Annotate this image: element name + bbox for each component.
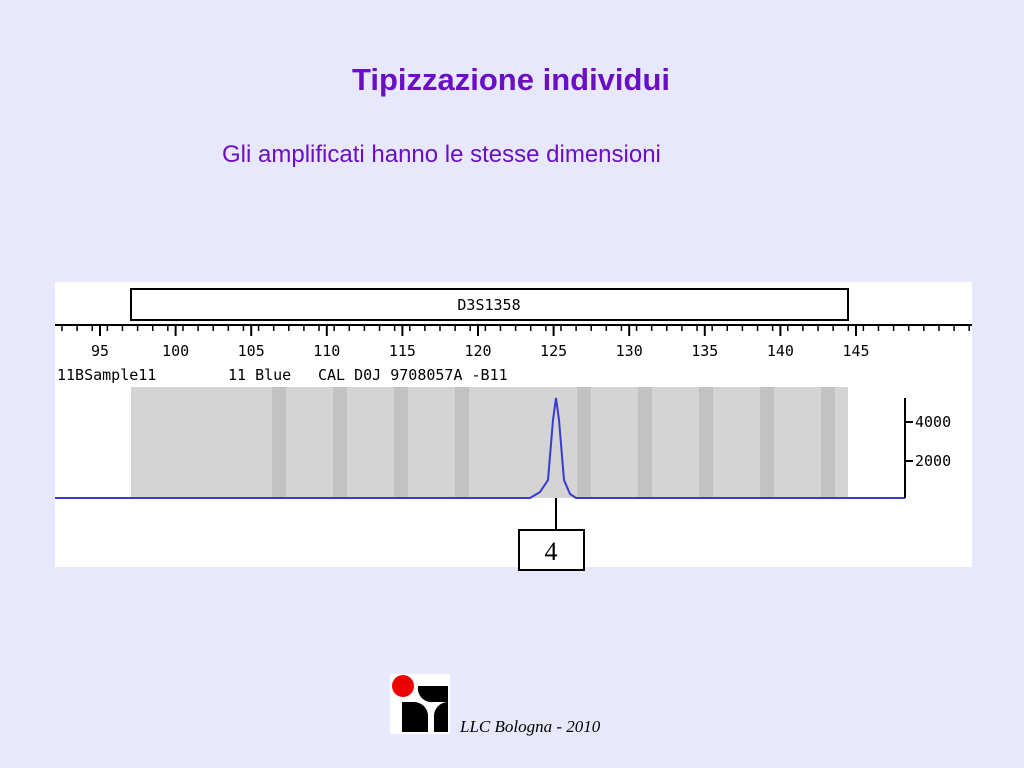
y-tick-label: 4000: [915, 413, 951, 431]
x-tick-label: 145: [842, 342, 869, 360]
bin-area: [131, 387, 848, 498]
y-tick-label: 2000: [915, 452, 951, 470]
electropherogram: D3S1358 4: [55, 282, 972, 571]
x-tick-label: 100: [162, 342, 189, 360]
x-tick-label: 120: [464, 342, 491, 360]
x-tick-label: 135: [691, 342, 718, 360]
marker-box: [130, 288, 849, 321]
x-tick-label: 130: [616, 342, 643, 360]
logo: [390, 674, 450, 734]
sample-info: 11BSample11: [57, 366, 156, 384]
x-tick-label: 125: [540, 342, 567, 360]
marker-label: D3S1358: [457, 296, 520, 314]
x-tick-label: 95: [91, 342, 109, 360]
trace: [55, 397, 905, 499]
subtitle: Gli amplificati hanno le stesse dimensio…: [222, 141, 661, 168]
allele-label: 4: [545, 537, 558, 566]
allele-box: [518, 529, 585, 571]
footer: LLC Bologna - 2010: [459, 717, 601, 736]
x-tick-label: 115: [389, 342, 416, 360]
title: Tipizzazione individui: [352, 62, 670, 97]
x-tick-label: 110: [313, 342, 340, 360]
sample-info: 11 Blue: [228, 366, 291, 384]
x-tick-label: 140: [767, 342, 794, 360]
x-tick-label: 105: [238, 342, 265, 360]
bin-stripes: [272, 387, 835, 498]
sample-info: CAL D0J 9708057A -B11: [318, 366, 508, 384]
